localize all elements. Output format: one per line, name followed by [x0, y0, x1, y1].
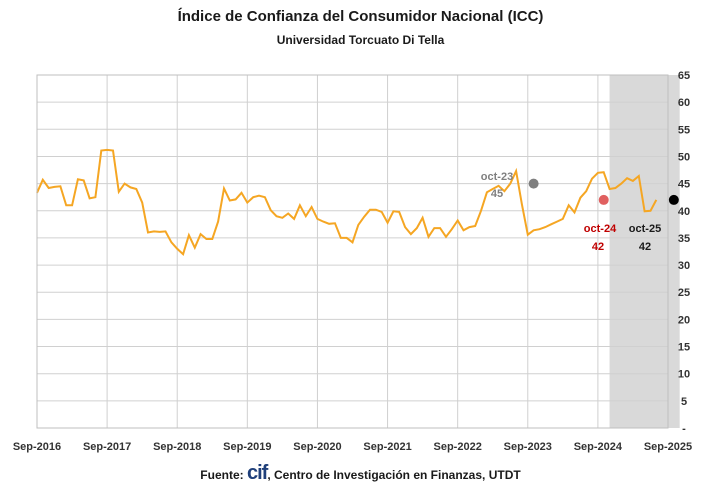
y-tick-label: 55: [678, 124, 690, 136]
source-suffix: , Centro de Investigación en Finanzas, U…: [267, 468, 521, 482]
marker-oct-2024: [598, 194, 609, 205]
chart-subtitle: Universidad Torcuato Di Tella: [276, 33, 445, 47]
y-tick-label: 40: [678, 206, 690, 218]
source-footer: Fuente: cif, Centro de Investigación en …: [0, 462, 721, 485]
annotations: oct-23 45 oct-24 42 oct-25 42: [481, 171, 661, 253]
x-tick-label: Sep-2024: [574, 441, 623, 453]
y-tick-label: 5: [681, 396, 687, 408]
marker-oct-2025: [668, 194, 679, 205]
x-tick-label: Sep-2016: [13, 441, 61, 453]
plot-area: [37, 75, 668, 428]
x-tick-label: Sep-2017: [83, 441, 131, 453]
y-axis-ticks: - 5 10 15 20 25 30 35 40 45 50 55 60 65: [678, 70, 690, 435]
y-tick-label: 15: [678, 342, 690, 354]
x-tick-label: Sep-2020: [293, 441, 341, 453]
x-tick-label: Sep-2025: [644, 441, 692, 453]
annotation-value: 45: [491, 188, 503, 200]
cif-logo: cif: [246, 462, 268, 484]
annotation-label: oct-23: [481, 171, 513, 183]
y-tick-label: 45: [678, 179, 690, 191]
y-tick-label: 60: [678, 97, 690, 109]
marker-oct-2023: [528, 178, 539, 189]
gridlines: [36, 74, 669, 429]
plot-border: [36, 74, 669, 429]
x-tick-label: Sep-2022: [434, 441, 482, 453]
x-axis-ticks: Sep-2016 Sep-2017 Sep-2018 Sep-2019 Sep-2020…: [13, 441, 692, 453]
x-tick-label: Sep-2023: [504, 441, 552, 453]
y-tick-label: 50: [678, 151, 690, 163]
y-tick-label: 30: [678, 260, 690, 272]
y-tick-label: 25: [678, 287, 690, 299]
y-tick-label: 65: [678, 70, 690, 82]
x-tick-label: Sep-2021: [363, 441, 411, 453]
annotation-value: 42: [639, 241, 651, 253]
annotation-label: oct-24: [584, 223, 617, 235]
series-line-icc: [36, 148, 658, 257]
y-tick-label: 10: [678, 369, 690, 381]
annotation-label: oct-25: [629, 223, 661, 235]
y-tick-label: 20: [678, 314, 690, 326]
chart-title: Índice de Confianza del Consumidor Nacio…: [177, 8, 544, 25]
source-prefix: Fuente:: [200, 468, 247, 482]
x-tick-label: Sep-2019: [223, 441, 271, 453]
annotation-value: 42: [592, 241, 604, 253]
y-tick-label: -: [682, 423, 686, 435]
y-tick-label: 35: [678, 233, 690, 245]
x-tick-label: Sep-2018: [153, 441, 201, 453]
highlight-markers: [528, 178, 679, 205]
